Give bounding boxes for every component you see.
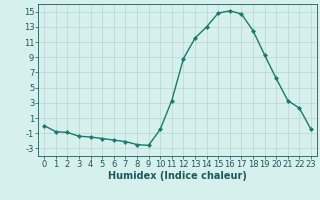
X-axis label: Humidex (Indice chaleur): Humidex (Indice chaleur)	[108, 171, 247, 181]
